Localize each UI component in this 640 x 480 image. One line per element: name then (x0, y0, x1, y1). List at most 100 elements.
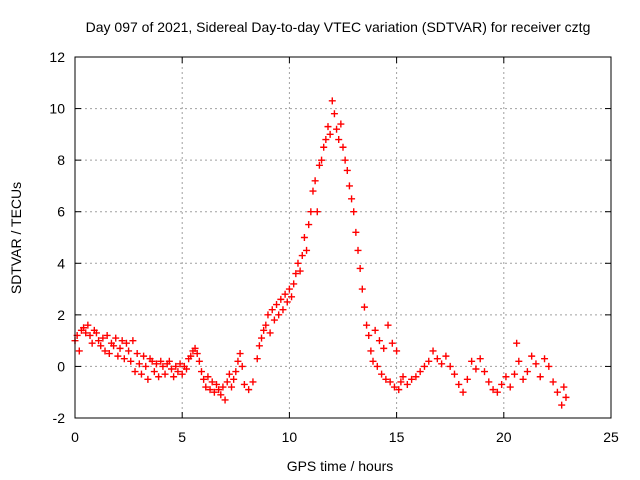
data-point-marker (155, 373, 163, 381)
data-point-marker (191, 344, 199, 352)
data-point-marker (202, 383, 210, 391)
data-point-marker (142, 362, 150, 370)
data-point-marker (358, 285, 366, 293)
data-point-marker (95, 337, 103, 345)
plot-frame (74, 56, 612, 419)
data-point-marker (292, 270, 300, 278)
data-point-marker (412, 373, 420, 381)
y-tick-label: 8 (57, 152, 65, 168)
axis-ticks: 0 5 10 15 20 25 -2 0 2 4 6 8 10 12 (49, 49, 619, 445)
data-point-marker (159, 362, 167, 370)
data-point-marker (290, 280, 298, 288)
data-point-marker (157, 357, 165, 365)
data-point-marker (118, 337, 126, 345)
data-point-marker (343, 166, 351, 174)
data-point-marker (80, 324, 88, 332)
data-point-marker (294, 259, 302, 267)
data-point-marker (234, 357, 242, 365)
y-tick-label: -2 (53, 410, 66, 426)
chart-title: Day 097 of 2021, Sidereal Day-to-day VTE… (86, 19, 591, 35)
data-point-marker (167, 365, 175, 373)
data-point-marker (281, 290, 289, 298)
data-point-marker (264, 311, 272, 319)
data-point-marker (429, 347, 437, 355)
data-point-marker (403, 380, 411, 388)
data-point-marker (371, 326, 379, 334)
data-point-marker (238, 362, 246, 370)
data-point-marker (399, 373, 407, 381)
data-point-marker (236, 350, 244, 358)
data-point-marker (273, 301, 281, 309)
data-point-marker (506, 383, 514, 391)
data-point-marker (172, 362, 180, 370)
data-point-marker (296, 267, 304, 275)
y-tick-label: 10 (49, 101, 65, 117)
data-point-marker (311, 177, 319, 185)
data-point-marker (318, 156, 326, 164)
data-point-marker (397, 378, 405, 386)
data-point-marker (326, 130, 334, 138)
data-point-marker (459, 388, 467, 396)
data-point-marker (472, 365, 480, 373)
data-point-marker (339, 143, 347, 151)
data-point-marker (210, 388, 218, 396)
data-point-marker (277, 295, 285, 303)
data-point-marker (75, 347, 83, 355)
data-point-marker (549, 378, 557, 386)
data-point-marker (225, 370, 233, 378)
data-point-marker (170, 373, 178, 381)
data-point-marker (262, 321, 270, 329)
data-point-marker (330, 110, 338, 118)
data-point-marker (489, 386, 497, 394)
data-point-marker (112, 334, 120, 342)
data-point-marker (148, 357, 156, 365)
data-point-marker (127, 357, 135, 365)
data-point-marker (116, 344, 124, 352)
data-point-marker (345, 182, 353, 190)
data-point-marker (545, 362, 553, 370)
data-point-marker (455, 380, 463, 388)
data-point-marker (352, 228, 360, 236)
data-point-marker (388, 339, 396, 347)
x-tick-label: 20 (496, 429, 512, 445)
data-point-marker (258, 334, 266, 342)
y-tick-label: 0 (57, 358, 65, 374)
data-point-marker (208, 378, 216, 386)
data-point-marker (86, 331, 94, 339)
data-point-marker (131, 368, 139, 376)
data-point-marker (560, 383, 568, 391)
data-point-marker (266, 329, 274, 337)
data-point-marker (515, 357, 523, 365)
data-point-marker (335, 136, 343, 144)
data-point-marker (283, 298, 291, 306)
data-point-marker (182, 365, 190, 373)
data-point-marker (120, 355, 128, 363)
data-point-marker (103, 331, 111, 339)
data-point-marker (152, 360, 160, 368)
data-point-marker (337, 120, 345, 128)
data-point-marker (92, 329, 100, 337)
data-point-marker (360, 303, 368, 311)
data-point-marker (416, 368, 424, 376)
data-point-marker (523, 368, 531, 376)
data-point-marker (105, 350, 113, 358)
data-point-marker (350, 208, 358, 216)
data-point-marker (481, 368, 489, 376)
data-point-marker (324, 123, 332, 131)
data-point-marker (307, 208, 315, 216)
x-tick-label: 5 (178, 429, 186, 445)
data-point-marker (129, 337, 137, 345)
data-point-marker (288, 293, 296, 301)
data-point-marker (553, 388, 561, 396)
data-point-marker (558, 401, 566, 409)
grid (75, 57, 611, 418)
data-point-marker (161, 370, 169, 378)
data-point-marker (493, 388, 501, 396)
data-point-marker (442, 352, 450, 360)
x-tick-label: 10 (282, 429, 298, 445)
data-point-marker (468, 357, 476, 365)
data-point-marker (200, 375, 208, 383)
data-point-marker (253, 355, 261, 363)
data-point-marker (369, 357, 377, 365)
data-point-marker (84, 321, 92, 329)
